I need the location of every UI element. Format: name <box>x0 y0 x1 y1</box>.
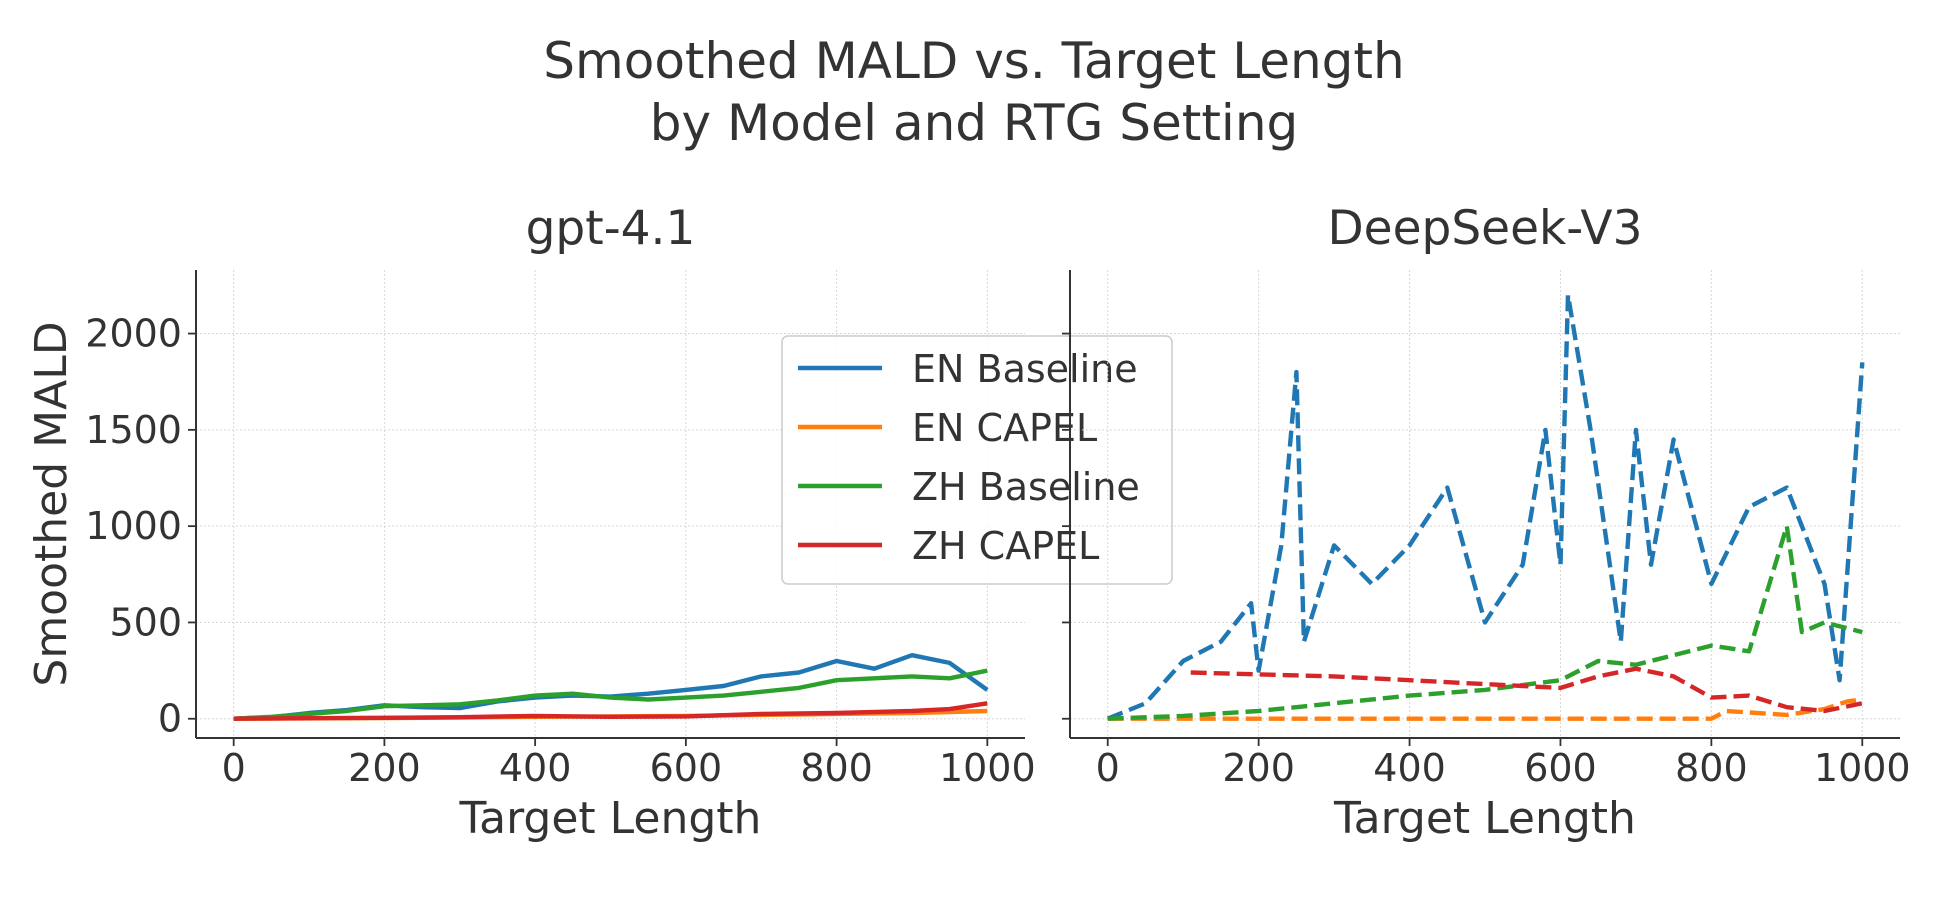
y-axis-label: Smoothed MALD <box>26 321 77 686</box>
x-tick-label: 0 <box>222 746 246 790</box>
series-line-zh-baseline <box>1107 523 1863 721</box>
y-tick-label: 2000 <box>85 312 182 356</box>
x-tick-label: 400 <box>1373 746 1446 790</box>
figure-title-line2: by Model and RTG Setting <box>650 94 1299 152</box>
panel-1: 0 200 400 600 800 1000 0 500 1000 1500 2000 gpt-4.1… <box>26 201 1173 844</box>
x-tick-label: 0 <box>1096 746 1120 790</box>
y-tick-label: 500 <box>109 600 182 644</box>
panel-title: gpt-4.1 <box>526 201 696 256</box>
series-line-zh-baseline <box>233 668 988 721</box>
y-tick-label: 0 <box>158 697 182 741</box>
x-tick-label: 800 <box>1675 746 1748 790</box>
legend-box <box>781 335 1173 585</box>
x-tick-label: 200 <box>1222 746 1295 790</box>
x-tick-label: 1000 <box>939 746 1036 790</box>
x-tick-label: 600 <box>1524 746 1597 790</box>
series-line-en-capel <box>1107 697 1863 721</box>
legend-label-zh-capel: ZH CAPEL <box>912 524 1099 568</box>
series-line-zh-capel <box>233 701 988 721</box>
x-tick-label: 600 <box>650 746 723 790</box>
x-axis-label: Target Length <box>459 793 762 844</box>
series-line-en-baseline <box>1106 292 1865 721</box>
series-line-zh-capel <box>1190 666 1863 714</box>
legend-label-zh-baseline: ZH Baseline <box>912 465 1140 509</box>
x-tick-label: 200 <box>348 746 421 790</box>
figure-title-line1: Smoothed MALD vs. Target Length <box>543 32 1404 90</box>
x-tick-label: 1000 <box>1814 746 1911 790</box>
x-tick-label: 400 <box>499 746 572 790</box>
x-axis-label: Target Length <box>1333 793 1636 844</box>
legend: EN Baseline EN CAPEL ZH Baseline ZH CAPEL <box>781 335 1173 585</box>
x-tick-label: 800 <box>800 746 873 790</box>
legend-label-en-baseline: EN Baseline <box>912 347 1138 391</box>
y-tick-label: 1500 <box>85 408 182 452</box>
legend-label-en-capel: EN CAPEL <box>912 406 1097 450</box>
panel-title: DeepSeek-V3 <box>1327 201 1642 256</box>
y-tick-label: 1000 <box>85 504 182 548</box>
panel-2: 0 200 400 600 800 1000 DeepSeek-V3 Target Lengt… <box>1062 201 1911 844</box>
